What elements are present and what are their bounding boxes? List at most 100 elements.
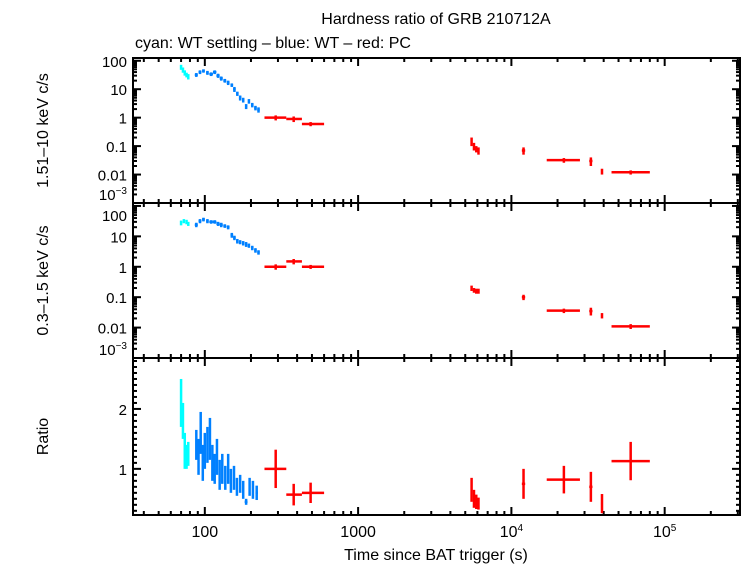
data-point-pc: [286, 259, 302, 265]
data-point-wt: [230, 83, 234, 87]
data-point-pc: [301, 264, 325, 269]
data-point-wt: [235, 477, 239, 496]
data-point-wt: [226, 80, 230, 86]
data-point-wt: [250, 102, 254, 108]
data-point-wt: [212, 70, 217, 75]
data-point-wt: [244, 498, 248, 505]
data-point-wt: [198, 70, 202, 75]
data-point-wt: [223, 224, 227, 228]
data-point-wt: [238, 474, 242, 493]
data-point-pc: [301, 482, 325, 504]
data-point-wt: [212, 220, 217, 224]
data-point-pc: [546, 158, 580, 163]
data-point-wt: [219, 222, 223, 228]
data-point-pc: [470, 285, 473, 291]
data-point-pc: [470, 137, 473, 147]
panel-frame-2: [132, 357, 741, 516]
data-point-pc: [286, 483, 302, 506]
data-point-wt: [194, 222, 198, 228]
data-point-wt: [211, 444, 214, 481]
chart-title: Hardness ratio of GRB 210712A: [321, 11, 551, 28]
data-point-wt: [232, 465, 236, 490]
data-point-wt: [244, 242, 248, 247]
data-point-wt: [257, 250, 260, 255]
data-point-wt: [206, 219, 209, 224]
data-point-wt: [230, 232, 234, 238]
data-point-pc: [600, 168, 604, 175]
data-point-wt: [255, 485, 258, 501]
y-axis-label: 1.51–10 keV c/s: [35, 73, 52, 188]
data-point-wt: [206, 70, 209, 75]
data-point-pc: [611, 324, 650, 329]
y-tick-label: 10−3: [99, 186, 128, 204]
data-point-wt: [250, 245, 254, 251]
data-point-wt: [226, 453, 230, 484]
data-point-wt_settling: [187, 221, 190, 226]
data-point-wt: [251, 480, 255, 499]
data-point-pc: [475, 146, 478, 153]
data-point-wt: [247, 99, 251, 104]
chart-subtitle: cyan: WT settling – blue: WT – red: PC: [135, 35, 411, 52]
y-tick-label: 1: [119, 462, 127, 479]
data-point-wt: [233, 235, 236, 241]
data-point-wt: [215, 438, 219, 475]
data-point-wt: [238, 95, 242, 101]
data-point-wt_settling: [183, 432, 187, 469]
data-point-pc: [475, 288, 478, 294]
data-point-wt_settling: [187, 74, 190, 80]
data-point-wt: [216, 73, 220, 78]
data-point-wt_settling: [181, 402, 185, 439]
data-point-wt: [209, 220, 213, 224]
data-point-pc: [477, 497, 480, 510]
data-point-pc: [521, 468, 526, 499]
data-point-pc: [589, 157, 593, 166]
data-point-wt: [216, 221, 220, 226]
data-point-pc: [546, 465, 580, 494]
data-point-wt: [209, 72, 213, 77]
data-point-wt: [229, 468, 233, 493]
data-point-wt: [223, 78, 227, 83]
y-tick-label: 10−3: [99, 341, 128, 359]
data-point-pc: [470, 477, 473, 502]
data-point-wt: [218, 459, 221, 490]
data-point-pc: [472, 142, 476, 151]
x-tick-label: 104: [500, 523, 524, 541]
data-point-wt: [202, 69, 205, 73]
data-point-pc: [472, 489, 476, 508]
data-point-wt: [195, 429, 198, 460]
y-tick-label: 10: [110, 229, 127, 246]
y-tick-label: 1: [119, 260, 127, 277]
data-point-wt: [202, 217, 205, 222]
data-point-wt: [233, 86, 236, 92]
data-point-wt: [247, 243, 251, 248]
y-tick-label: 0.01: [98, 168, 127, 185]
data-point-pc: [589, 471, 593, 502]
x-axis-label: Time since BAT trigger (s): [344, 547, 528, 564]
data-point-wt: [236, 91, 239, 96]
data-point-wt_settling: [181, 67, 185, 73]
data-point-wt_settling: [179, 64, 183, 70]
data-point-pc: [264, 264, 287, 270]
data-point-pc: [600, 313, 604, 319]
data-point-wt: [206, 426, 209, 463]
data-point-pc: [521, 147, 526, 155]
data-point-pc: [521, 294, 526, 301]
data-point-pc: [600, 494, 604, 514]
data-point-wt: [208, 417, 212, 460]
data-point-wt_settling: [179, 378, 183, 427]
data-point-wt: [238, 240, 242, 245]
data-point-pc: [301, 122, 325, 127]
data-point-wt: [194, 73, 198, 77]
data-point-wt_settling: [179, 220, 183, 226]
y-axis-label: 0.3–1.5 keV c/s: [35, 225, 52, 335]
x-tick-label: 1000: [340, 524, 376, 541]
data-point-pc: [264, 449, 287, 489]
data-point-wt_settling: [187, 441, 190, 466]
x-tick-label: 100: [191, 524, 218, 541]
data-point-wt: [257, 107, 260, 113]
y-tick-label: 100: [102, 208, 127, 225]
y-tick-label: 0.1: [106, 139, 127, 156]
data-point-wt: [241, 480, 245, 499]
